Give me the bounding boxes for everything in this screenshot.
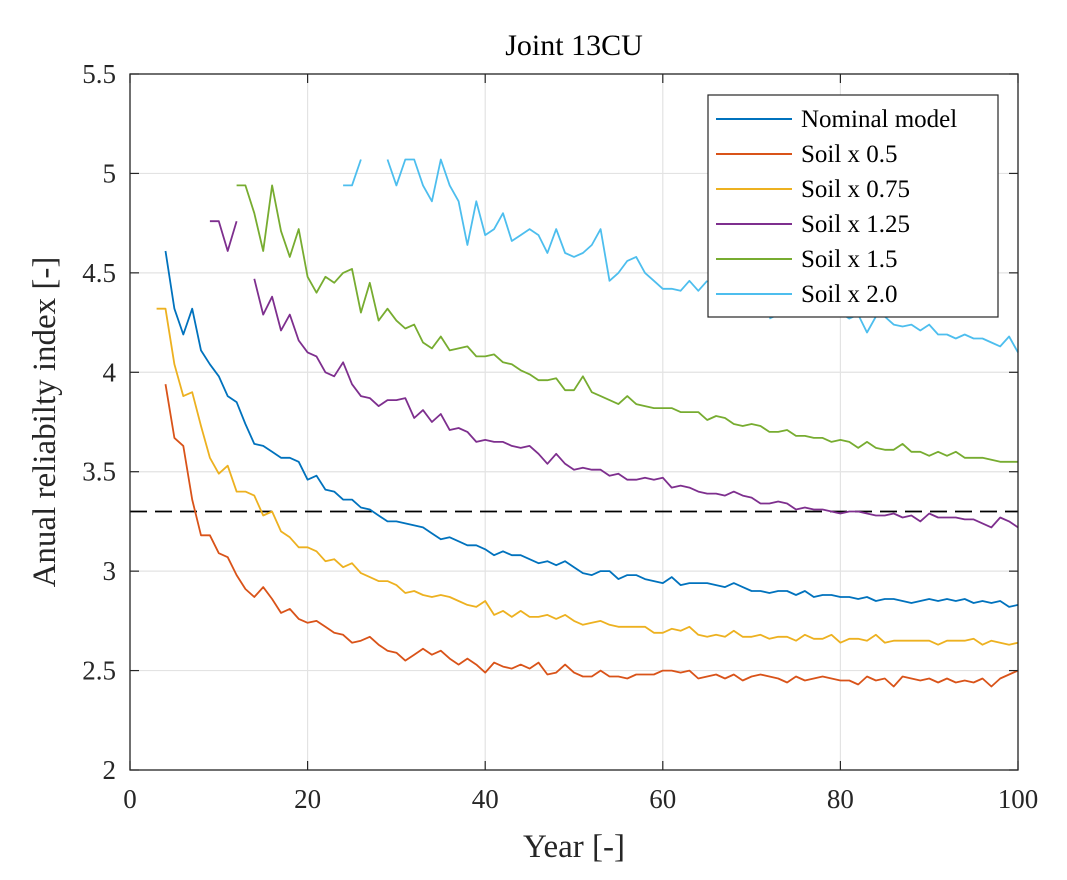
y-tick-labels: 2 2.5 3 3.5 4 4.5 5 5.5 (82, 59, 116, 785)
series-soil-x-1-25 (209, 220, 1019, 529)
y-tick-label: 5.5 (82, 59, 116, 89)
y-tick-label: 2.5 (82, 656, 116, 686)
x-axis-label: Year [-] (523, 829, 625, 865)
y-tick-label: 2 (103, 755, 117, 785)
series-line-soil-x-1-5 (236, 184, 1018, 463)
series-soil-x-1-5 (236, 184, 1018, 463)
legend-label-nominal-model: Nominal model (801, 106, 957, 133)
x-tick-label: 40 (472, 784, 499, 814)
series-line-soil-x-0-5 (164, 384, 1019, 688)
legend: Nominal model Soil x 0.5 Soil x 0.75 Soil x… (707, 94, 999, 318)
x-tick-label: 60 (649, 784, 676, 814)
series-group (156, 158, 1019, 688)
legend-box (707, 94, 999, 318)
y-tick-label: 3.5 (82, 457, 116, 487)
series-line-nominal-model (164, 250, 1019, 608)
x-tick-label: 0 (123, 784, 137, 814)
x-tick-labels: 0 20 40 60 80 100 (123, 784, 1038, 814)
x-tick-label: 80 (827, 784, 854, 814)
y-tick-label: 3 (103, 556, 117, 586)
series-line-soil-x-0-75 (156, 307, 1019, 646)
y-tick-label: 4.5 (82, 258, 116, 288)
tick-marks (129, 73, 1019, 771)
chart-title: Joint 13CU (505, 29, 643, 62)
x-tick-label: 20 (294, 784, 321, 814)
series-line-soil-x-2-0 (343, 159, 362, 187)
legend-label-soil-x-1-25: Soil x 1.25 (801, 211, 910, 238)
legend-label-soil-x-0-5: Soil x 0.5 (801, 141, 898, 168)
series-soil-x-0-75 (156, 307, 1019, 646)
series-line-soil-x-1-25 (253, 278, 1019, 529)
series-soil-x-0-5 (164, 384, 1019, 688)
series-line-soil-x-2-0 (386, 158, 708, 292)
y-tick-label: 4 (103, 357, 117, 387)
x-tick-label: 100 (998, 784, 1039, 814)
y-tick-label: 5 (103, 158, 117, 188)
plot-frame (129, 73, 1019, 771)
series-nominal-model (164, 250, 1019, 608)
legend-label-soil-x-0-75: Soil x 0.75 (801, 176, 910, 203)
legend-label-soil-x-2-0: Soil x 2.0 (801, 281, 898, 308)
series-line-soil-x-1-25 (209, 220, 238, 252)
y-axis-label: Anual reliabilty index [-] (27, 257, 63, 588)
legend-label-soil-x-1-5: Soil x 1.5 (801, 246, 898, 273)
